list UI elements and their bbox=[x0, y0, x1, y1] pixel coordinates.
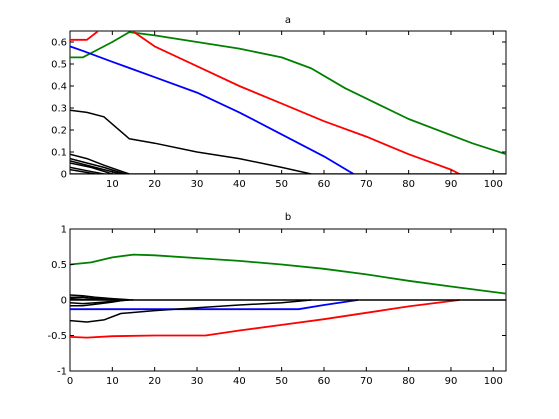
series-line bbox=[70, 253, 506, 295]
series-line bbox=[70, 299, 126, 307]
subplot-b-title: b bbox=[285, 212, 291, 223]
x-tick-label: 80 bbox=[402, 179, 415, 190]
x-tick-label: 10 bbox=[106, 376, 119, 387]
x-tick-label: 20 bbox=[148, 179, 161, 190]
series-line bbox=[70, 109, 312, 174]
series-line bbox=[70, 162, 113, 174]
x-tick-label: 100 bbox=[484, 179, 503, 190]
series-line bbox=[70, 157, 126, 174]
series-line bbox=[70, 299, 312, 323]
y-tick-label: 0.5 bbox=[51, 60, 67, 71]
y-tick-label: -0.5 bbox=[47, 331, 67, 342]
y-tick-label: 0 bbox=[61, 170, 67, 181]
x-tick-label: 90 bbox=[445, 179, 458, 190]
y-tick-label: 0.6 bbox=[51, 38, 67, 49]
x-tick-label: 70 bbox=[360, 179, 373, 190]
y-tick-label: 0.1 bbox=[51, 148, 67, 159]
y-tick-label: 0.2 bbox=[51, 126, 67, 137]
subplot-a: a 10 20 30 40 50 60 70 80 90 100 0 0.1 0.2 0.3 0.4 0.5 0… bbox=[51, 15, 507, 190]
y-tick-label: 0 bbox=[61, 296, 67, 307]
subplot-b: b 0 10 20 30 40 50 60 70 80 90 100 -1 -0.5 0 0.5 1 bbox=[47, 212, 507, 387]
x-tick-label: 50 bbox=[275, 376, 288, 387]
x-tick-label: 10 bbox=[106, 179, 119, 190]
series-line bbox=[70, 153, 130, 174]
y-tick-label: 0.5 bbox=[51, 260, 67, 271]
x-tick-label: 0 bbox=[67, 376, 73, 387]
x-tick-label: 30 bbox=[191, 376, 204, 387]
subplot-b-series bbox=[70, 253, 506, 339]
x-tick-label: 50 bbox=[275, 179, 288, 190]
y-tick-label: -1 bbox=[57, 367, 67, 378]
series-line bbox=[70, 31, 506, 156]
x-tick-label: 30 bbox=[191, 179, 204, 190]
subplot-a-title: a bbox=[285, 15, 291, 26]
subplot-a-frame bbox=[69, 30, 507, 175]
x-tick-label: 90 bbox=[445, 376, 458, 387]
y-tick-label: 0.3 bbox=[51, 104, 67, 115]
series-line bbox=[70, 45, 355, 174]
x-tick-label: 70 bbox=[360, 376, 373, 387]
x-tick-label: 20 bbox=[148, 376, 161, 387]
x-tick-label: 60 bbox=[318, 376, 331, 387]
subplot-a-series bbox=[70, 31, 506, 174]
series-line bbox=[70, 299, 460, 339]
series-line bbox=[70, 299, 358, 311]
subplot-a-ticks: 10 20 30 40 50 60 70 80 90 100 0 0.1 0.2 0.3 0.4 0.5 0.6 bbox=[51, 31, 506, 190]
subplot-b-ticks: 0 10 20 30 40 50 60 70 80 90 100 -1 -0.5 0 0.5 1 bbox=[47, 225, 506, 387]
x-tick-label: 40 bbox=[233, 376, 246, 387]
y-tick-label: 1 bbox=[61, 225, 67, 236]
series-line bbox=[70, 31, 460, 174]
x-tick-label: 100 bbox=[484, 376, 503, 387]
x-tick-label: 60 bbox=[318, 179, 331, 190]
series-line bbox=[70, 166, 105, 174]
x-tick-label: 80 bbox=[402, 376, 415, 387]
x-tick-label: 40 bbox=[233, 179, 246, 190]
y-tick-label: 0.4 bbox=[51, 82, 67, 93]
